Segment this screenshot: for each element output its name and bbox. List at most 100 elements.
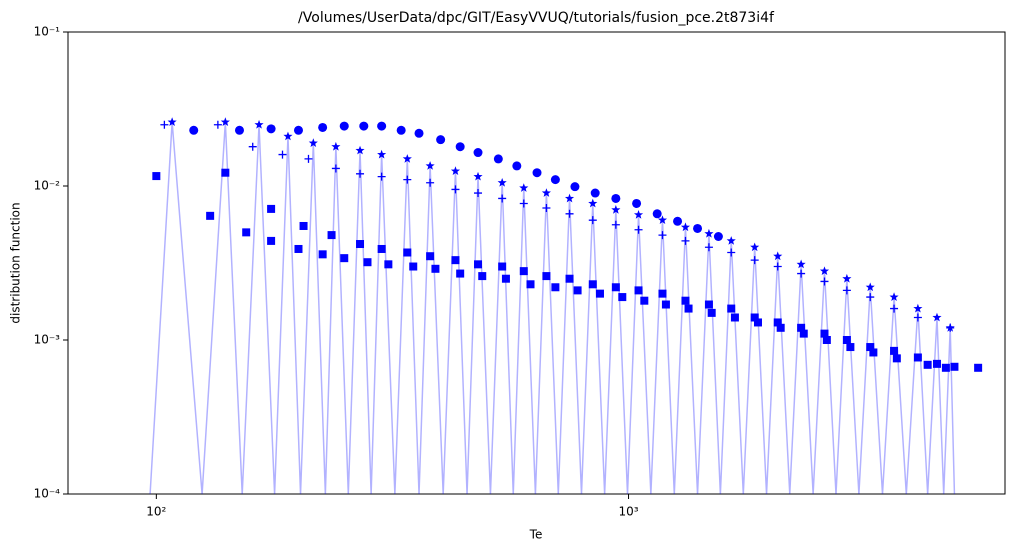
marker-star <box>932 312 942 322</box>
marker-square <box>542 272 551 281</box>
marker-square <box>913 353 922 362</box>
marker-circle <box>673 216 683 226</box>
marker-circle <box>234 125 244 135</box>
marker-square <box>753 318 762 327</box>
marker-star <box>657 215 668 225</box>
marker-circle <box>611 193 621 203</box>
marker-square <box>363 258 372 267</box>
marker-square <box>842 336 851 344</box>
marker-circle <box>377 121 387 131</box>
marker-square <box>526 280 535 289</box>
marker-square <box>152 172 161 181</box>
marker-star <box>425 161 435 170</box>
marker-star <box>819 266 830 276</box>
marker-plus <box>403 175 412 184</box>
marker-square <box>519 267 528 276</box>
marker-square <box>704 300 713 309</box>
marker-plus <box>278 150 287 159</box>
marker-plus <box>519 199 528 208</box>
marker-plus <box>842 286 851 295</box>
plot-area <box>149 117 983 494</box>
marker-star <box>796 259 806 269</box>
marker-star <box>704 228 714 238</box>
marker-square <box>318 250 327 259</box>
marker-plus <box>474 189 483 198</box>
marker-star <box>402 154 412 163</box>
marker-square <box>565 274 574 283</box>
marker-circle <box>550 175 560 185</box>
marker-square <box>294 244 303 253</box>
marker-square <box>950 362 959 371</box>
marker-square <box>474 260 483 269</box>
marker-square <box>846 343 855 352</box>
marker-plus <box>498 194 507 203</box>
marker-star <box>377 149 387 159</box>
marker-square <box>498 262 507 271</box>
marker-square <box>820 329 829 338</box>
marker-square <box>932 359 941 368</box>
marker-circle <box>396 125 406 135</box>
marker-plus <box>946 323 955 332</box>
marker-circle <box>436 135 446 145</box>
marker-plus <box>866 293 875 302</box>
chart-title: /Volumes/UserData/dpc/GIT/EasyVVUQ/tutor… <box>298 10 775 26</box>
marker-square <box>501 274 510 283</box>
marker-square <box>797 323 806 332</box>
marker-circle <box>632 198 642 208</box>
marker-square <box>658 289 667 298</box>
marker-square <box>451 256 460 265</box>
marker-plus <box>704 243 713 252</box>
marker-plus <box>565 209 574 218</box>
marker-star <box>913 303 923 313</box>
marker-plus <box>750 256 759 265</box>
marker-star <box>750 242 760 252</box>
marker-square <box>377 244 386 253</box>
marker-square <box>681 296 690 305</box>
marker-star <box>773 251 783 261</box>
marker-star <box>541 188 551 197</box>
marker-plus <box>542 203 551 212</box>
marker-square <box>618 293 627 302</box>
y-tick-label: 10⁻¹ <box>34 25 61 39</box>
marker-star <box>331 141 341 151</box>
marker-star <box>633 210 644 219</box>
marker-square <box>456 269 465 278</box>
marker-circle <box>266 124 276 134</box>
marker-square <box>799 329 808 338</box>
marker-square <box>478 272 487 281</box>
marker-circle <box>570 182 580 192</box>
marker-circle <box>713 231 723 241</box>
marker-star <box>497 177 507 187</box>
marker-square <box>941 363 950 372</box>
y-tick-label: 10⁻² <box>34 179 61 193</box>
marker-star <box>473 171 483 181</box>
marker-square <box>750 313 759 322</box>
marker-circle <box>293 125 303 135</box>
marker-plus <box>820 277 829 286</box>
marker-square <box>267 236 276 245</box>
marker-star <box>519 183 529 192</box>
marker-square <box>426 252 435 261</box>
marker-square <box>661 300 670 309</box>
marker-star <box>283 131 293 141</box>
marker-plus <box>160 120 169 129</box>
marker-square <box>684 304 693 313</box>
marker-plus <box>331 164 340 173</box>
marker-square <box>866 343 875 352</box>
marker-star <box>308 138 318 147</box>
marker-square <box>384 260 393 269</box>
marker-circle <box>414 128 424 138</box>
marker-circle <box>590 188 600 198</box>
marker-square <box>730 313 739 322</box>
marker-plus <box>426 178 435 187</box>
marker-circle <box>512 161 522 171</box>
marker-square <box>340 254 349 263</box>
marker-square <box>822 336 831 344</box>
marker-square <box>595 289 604 298</box>
marker-plus <box>913 313 922 322</box>
marker-plus <box>658 231 667 240</box>
marker-square <box>707 308 716 317</box>
marker-circle <box>359 121 369 131</box>
marker-star <box>611 205 621 214</box>
marker-square <box>551 283 560 292</box>
